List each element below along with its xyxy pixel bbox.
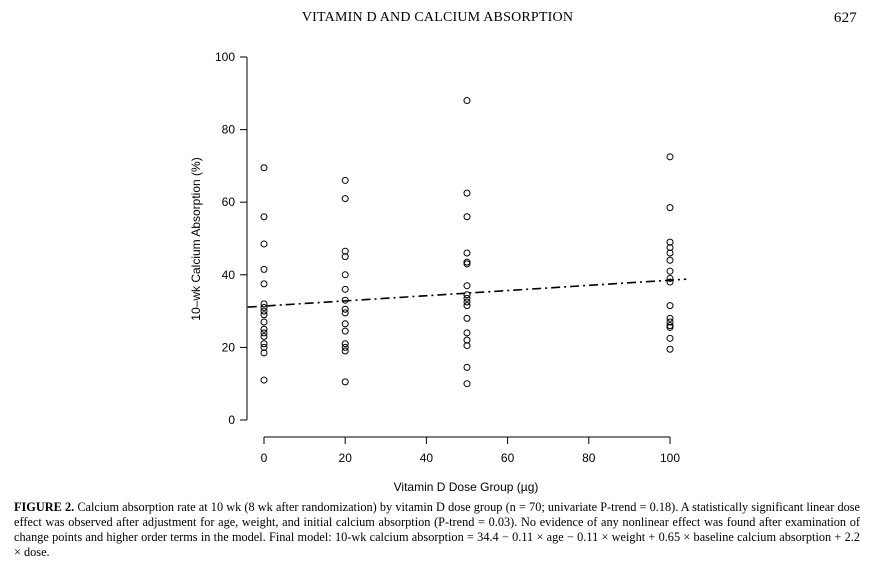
figure-caption: FIGURE 2. Calcium absorption rate at 10 …	[14, 500, 860, 560]
data-point	[463, 329, 471, 337]
y-tick-label: 20	[222, 340, 236, 354]
y-tick-label: 60	[222, 195, 236, 209]
data-point	[666, 323, 674, 331]
data-point	[341, 327, 349, 335]
data-point	[341, 378, 349, 386]
data-point	[463, 298, 471, 306]
y-tick-label: 80	[222, 123, 236, 137]
x-tick-label: 0	[261, 451, 268, 465]
caption-label: FIGURE 2.	[14, 500, 75, 514]
data-point	[463, 380, 471, 388]
data-point	[341, 253, 349, 261]
data-point	[666, 314, 674, 322]
trend-line-group	[247, 278, 687, 308]
data-point	[341, 343, 349, 351]
data-point	[666, 318, 674, 326]
data-point	[463, 189, 471, 197]
data-point	[666, 153, 674, 161]
data-point	[666, 256, 674, 264]
data-point	[463, 314, 471, 322]
data-point	[260, 333, 268, 341]
data-point	[666, 345, 674, 353]
data-point	[260, 349, 268, 357]
x-axis: 0 20 40 60 80 100	[261, 436, 680, 465]
data-point	[463, 260, 471, 268]
data-point	[260, 311, 268, 319]
x-tick-label: 80	[582, 451, 596, 465]
y-tick-label: 100	[215, 50, 235, 64]
data-point	[666, 249, 674, 257]
data-point	[666, 274, 674, 282]
y-axis-label: 10–wk Calcium Absorption (%)	[189, 157, 203, 320]
data-point	[260, 307, 268, 315]
data-point	[666, 204, 674, 212]
data-point	[260, 303, 268, 311]
x-tick-label: 100	[660, 451, 680, 465]
data-point	[463, 291, 471, 299]
running-title: VITAMIN D AND CALCIUM ABSORPTION	[301, 10, 574, 25]
data-point	[463, 342, 471, 350]
data-point	[341, 347, 349, 355]
data-point	[260, 340, 268, 348]
data-point	[463, 294, 471, 302]
data-point	[463, 97, 471, 105]
data-point	[666, 302, 674, 310]
data-point	[463, 282, 471, 290]
data-point	[341, 195, 349, 203]
data-point	[463, 336, 471, 344]
x-tick-label: 20	[339, 451, 353, 465]
x-axis-label: Vitamin D Dose Group (µg)	[394, 480, 539, 494]
data-point	[463, 363, 471, 371]
page-number: 627	[833, 10, 857, 26]
data-point	[260, 376, 268, 384]
running-head: VITAMIN D AND CALCIUM ABSORPTION 627	[0, 10, 875, 30]
y-axis: 0 20 40 60 80 100	[215, 50, 248, 427]
y-tick-label: 0	[228, 413, 235, 427]
data-point	[260, 213, 268, 221]
data-point	[260, 280, 268, 288]
data-point	[463, 258, 471, 266]
data-point	[341, 271, 349, 279]
data-point	[260, 343, 268, 351]
data-point	[666, 334, 674, 342]
data-point	[666, 238, 674, 246]
data-point	[260, 318, 268, 326]
data-point	[341, 309, 349, 317]
data-point	[260, 329, 268, 337]
scatter-chart: 0 20 40 60 80 100 0 20 40 60 80 100 Vitamin D Dose…	[189, 50, 687, 494]
x-tick-label: 60	[501, 451, 515, 465]
data-point	[260, 265, 268, 273]
trend-line	[247, 278, 687, 308]
y-tick-label: 40	[222, 268, 236, 282]
data-point	[260, 240, 268, 248]
caption-text: Calcium absorption rate at 10 wk (8 wk a…	[14, 500, 861, 559]
data-point	[666, 322, 674, 330]
data-point	[341, 305, 349, 313]
data-point	[260, 300, 268, 308]
data-points	[260, 97, 674, 388]
data-point	[463, 213, 471, 221]
x-tick-label: 40	[420, 451, 434, 465]
data-point	[666, 244, 674, 252]
data-point	[341, 176, 349, 184]
data-point	[666, 278, 674, 286]
data-point	[341, 247, 349, 255]
data-point	[260, 164, 268, 172]
data-point	[463, 249, 471, 257]
data-point	[463, 302, 471, 310]
data-point	[341, 285, 349, 293]
data-point	[260, 325, 268, 333]
data-point	[341, 340, 349, 348]
data-point	[341, 320, 349, 328]
data-point	[666, 267, 674, 275]
